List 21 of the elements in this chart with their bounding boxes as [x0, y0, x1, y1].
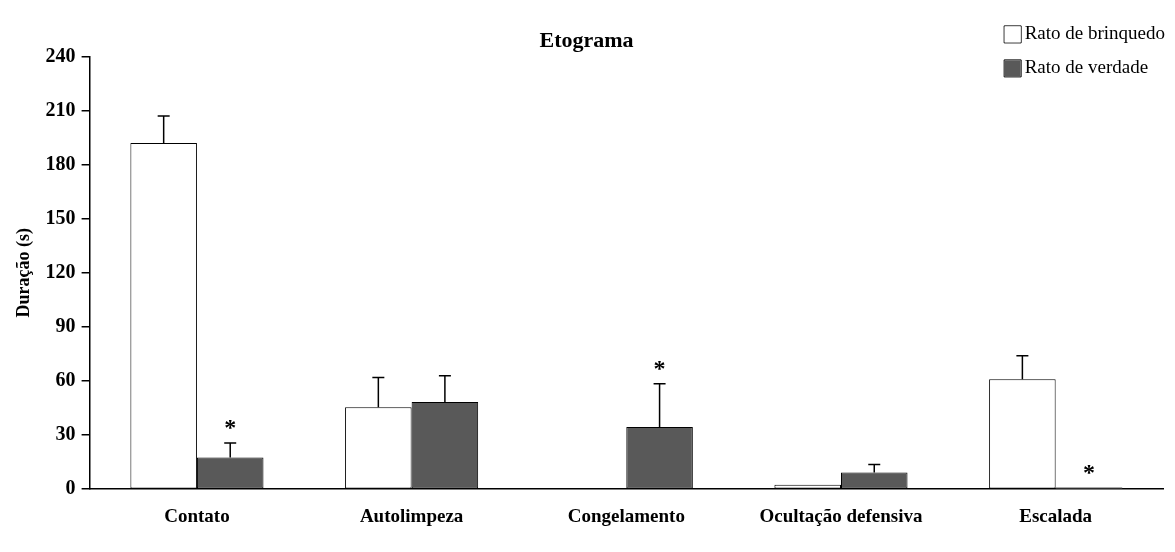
y-tick-label: 90	[55, 314, 76, 337]
y-tick-label: 0	[65, 476, 76, 499]
legend-label: Rato de verdade	[1024, 56, 1149, 78]
annotation: *	[224, 414, 237, 441]
y-tick-label: 210	[45, 97, 76, 120]
legend-label: Rato de brinquedo	[1024, 22, 1165, 44]
y-tick-label: 150	[45, 205, 76, 228]
x-tick-label: Contato	[164, 504, 230, 526]
annotation: *	[653, 354, 666, 381]
y-tick-label: 180	[45, 151, 76, 174]
y-tick-label: 240	[45, 43, 76, 66]
y-axis-title: Duração (s)	[13, 228, 35, 318]
y-tick-label: 60	[55, 368, 76, 391]
x-tick-label: Autolimpeza	[359, 504, 464, 526]
y-tick-label: 30	[55, 422, 76, 445]
x-tick-label: Escalada	[1019, 504, 1093, 526]
x-tick-label: Congelamento	[567, 504, 685, 526]
y-tick-label: 120	[45, 259, 76, 282]
chart-title: Etograma	[539, 26, 634, 52]
x-tick-label: Ocultação defensiva	[759, 504, 924, 526]
annotation: *	[1082, 458, 1095, 485]
